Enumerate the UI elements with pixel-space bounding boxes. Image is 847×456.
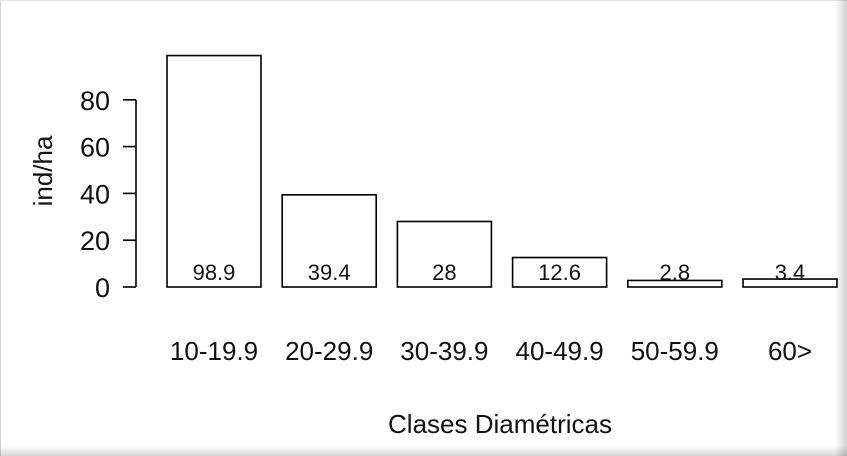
y-tick-label: 20 (80, 226, 110, 256)
bar-data-label: 2.8 (660, 260, 691, 285)
bar-data-label: 12.6 (538, 260, 581, 285)
x-tick-label: 50-59.9 (631, 336, 719, 366)
bar-data-label: 39.4 (308, 260, 351, 285)
y-tick-label: 80 (80, 86, 110, 116)
bar (742, 278, 838, 288)
bar-data-label: 28 (432, 260, 456, 285)
frame-shadow-right (835, 0, 847, 456)
bar (166, 54, 262, 288)
y-axis-label: ind/ha (28, 135, 58, 206)
y-tick-label: 60 (80, 133, 110, 163)
bars: 98.9 39.4 28 12.6 2.8 3.4 (166, 54, 838, 288)
y-tick-label: 0 (95, 273, 110, 303)
bar (396, 220, 493, 288)
x-tick-label: 10-19.9 (170, 336, 258, 366)
x-tick-labels: 10-19.9 20-29.9 30-39.9 40-49.9 50-59.9 60> (170, 336, 812, 366)
bar (626, 279, 723, 288)
y-tick-label: 40 (80, 179, 110, 209)
bar-data-label: 98.9 (193, 260, 236, 285)
x-tick-label: 30-39.9 (400, 336, 488, 366)
x-axis-label: Clases Diamétricas (388, 409, 612, 439)
y-axis: 0 20 40 60 80 (80, 86, 137, 303)
x-tick-label: 40-49.9 (516, 336, 604, 366)
x-tick-label: 20-29.9 (285, 336, 373, 366)
x-tick-label: 60> (768, 336, 812, 366)
bar (511, 256, 608, 288)
frame-shadow-bottom (0, 446, 847, 456)
bar-data-label: 3.4 (775, 260, 806, 285)
bar (281, 194, 378, 288)
